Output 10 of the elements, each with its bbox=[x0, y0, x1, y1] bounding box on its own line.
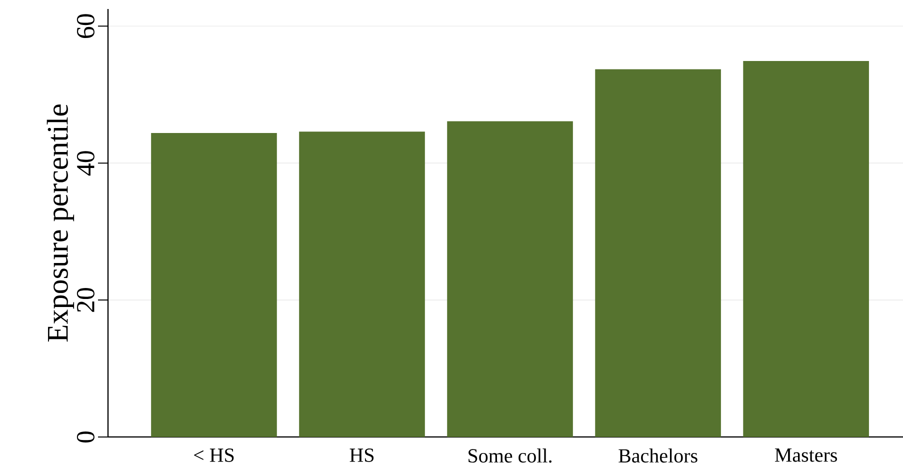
y-tick-label: 40 bbox=[76, 151, 94, 176]
x-tick-label: Some coll. bbox=[468, 448, 552, 463]
x-tick-label: < HS bbox=[194, 448, 234, 462]
y-tick-label: 20 bbox=[76, 288, 94, 312]
y-tick-label: 60 bbox=[76, 14, 94, 38]
y-tick-label: 0 bbox=[76, 431, 94, 443]
x-tick-label: Masters bbox=[774, 448, 837, 462]
x-tick-label: HS bbox=[350, 448, 374, 462]
y-axis-title: Exposure percentile bbox=[46, 104, 74, 342]
x-tick-label: Bachelors bbox=[618, 448, 698, 463]
